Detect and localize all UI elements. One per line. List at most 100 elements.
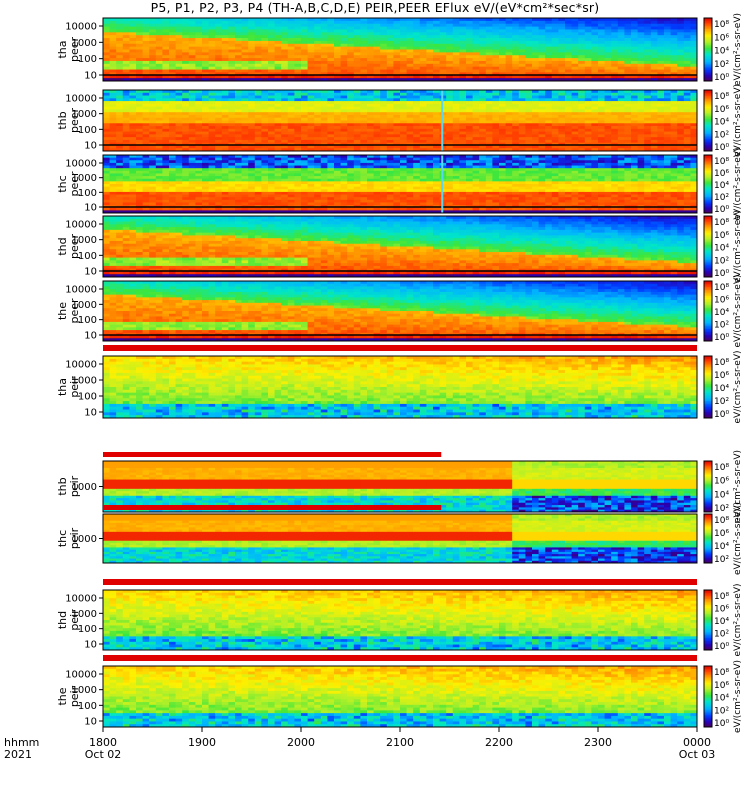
heatmap-cell (129, 115, 136, 118)
heatmap-cell (327, 200, 334, 203)
heatmap-cell (539, 24, 546, 27)
heatmap-cell (618, 112, 625, 115)
heatmap-cell (215, 67, 222, 70)
heatmap-cell (684, 132, 691, 135)
heatmap-cell (235, 184, 242, 187)
heatmap-cell (149, 107, 156, 110)
heatmap-cell (400, 115, 407, 118)
heatmap-cell (334, 112, 341, 115)
heatmap-cell (664, 145, 671, 148)
heatmap-cell (327, 132, 334, 135)
heatmap-cell (644, 70, 651, 73)
heatmap-cell (591, 98, 598, 101)
heatmap-cell (321, 129, 328, 132)
heatmap-cell (539, 112, 546, 115)
heatmap-cell (532, 145, 539, 148)
heatmap-cell (400, 44, 407, 47)
heatmap-cell (288, 195, 295, 198)
heatmap-cell (334, 109, 341, 112)
heatmap-cell (374, 70, 381, 73)
heatmap-cell (347, 38, 354, 41)
heatmap-cell (367, 132, 374, 135)
heatmap-cell (143, 176, 150, 179)
heatmap-cell (539, 121, 546, 124)
heatmap-cell (677, 118, 684, 121)
heatmap-cell (532, 52, 539, 55)
heatmap-cell (578, 140, 585, 143)
heatmap-cell (638, 93, 645, 96)
heatmap-cell (321, 179, 328, 182)
heatmap-cell (294, 179, 301, 182)
heatmap-cell (407, 134, 414, 137)
heatmap-cell (248, 166, 255, 169)
heatmap-cell (479, 112, 486, 115)
heatmap-cell (380, 47, 387, 50)
heatmap-cell (222, 171, 229, 174)
heatmap-cell (235, 126, 242, 129)
heatmap-cell (176, 58, 183, 61)
heatmap-cell (314, 184, 321, 187)
heatmap-cell (202, 64, 209, 67)
heatmap-cell (209, 50, 216, 53)
heatmap-cell (162, 166, 169, 169)
heatmap-cell (565, 44, 572, 47)
heatmap-cell (123, 195, 130, 198)
heatmap-cell (466, 32, 473, 35)
heatmap-cell (255, 21, 262, 24)
heatmap-cell (572, 21, 579, 24)
heatmap-cell (440, 29, 447, 32)
heatmap-cell (182, 109, 189, 112)
heatmap-cell (301, 52, 308, 55)
heatmap-cell (334, 192, 341, 195)
heatmap-cell (294, 41, 301, 44)
heatmap-cell (638, 104, 645, 107)
heatmap-cell (110, 158, 117, 161)
heatmap-cell (268, 98, 275, 101)
heatmap-cell (334, 181, 341, 184)
heatmap-cell (341, 27, 348, 30)
heatmap-cell (552, 107, 559, 110)
heatmap-cell (182, 158, 189, 161)
heatmap-cell (294, 35, 301, 38)
heatmap-cell (308, 55, 315, 58)
heatmap-cell (202, 179, 209, 182)
heatmap-cell (294, 173, 301, 176)
heatmap-cell (103, 195, 110, 198)
heatmap-cell (308, 58, 315, 61)
heatmap-cell (611, 55, 618, 58)
heatmap-cell (162, 75, 169, 78)
heatmap-cell (321, 187, 328, 190)
heatmap-cell (294, 101, 301, 104)
heatmap-cell (400, 47, 407, 50)
heatmap-cell (248, 168, 255, 171)
heatmap-cell (624, 140, 631, 143)
heatmap-cell (473, 21, 480, 24)
heatmap-cell (657, 21, 664, 24)
heatmap-cell (407, 107, 414, 110)
heatmap-cell (367, 121, 374, 124)
heatmap-cell (103, 67, 110, 70)
heatmap-cell (486, 126, 493, 129)
heatmap-cell (545, 50, 552, 53)
heatmap-cell (308, 104, 315, 107)
heatmap-cell (677, 109, 684, 112)
heatmap-cell (380, 41, 387, 44)
heatmap-cell (261, 163, 268, 166)
heatmap-cell (116, 41, 123, 44)
heatmap-cell (129, 38, 136, 41)
heatmap-cell (182, 70, 189, 73)
heatmap-cell (169, 58, 176, 61)
heatmap-cell (413, 75, 420, 78)
heatmap-cell (684, 98, 691, 101)
heatmap-cell (129, 70, 136, 73)
heatmap-cell (202, 93, 209, 96)
heatmap-cell (591, 126, 598, 129)
heatmap-cell (657, 64, 664, 67)
heatmap-cell (591, 129, 598, 132)
heatmap-cell (499, 126, 506, 129)
heatmap-cell (354, 107, 361, 110)
heatmap-cell (195, 197, 202, 200)
heatmap-cell (202, 52, 209, 55)
heatmap-cell (156, 21, 163, 24)
heatmap-cell (347, 27, 354, 30)
